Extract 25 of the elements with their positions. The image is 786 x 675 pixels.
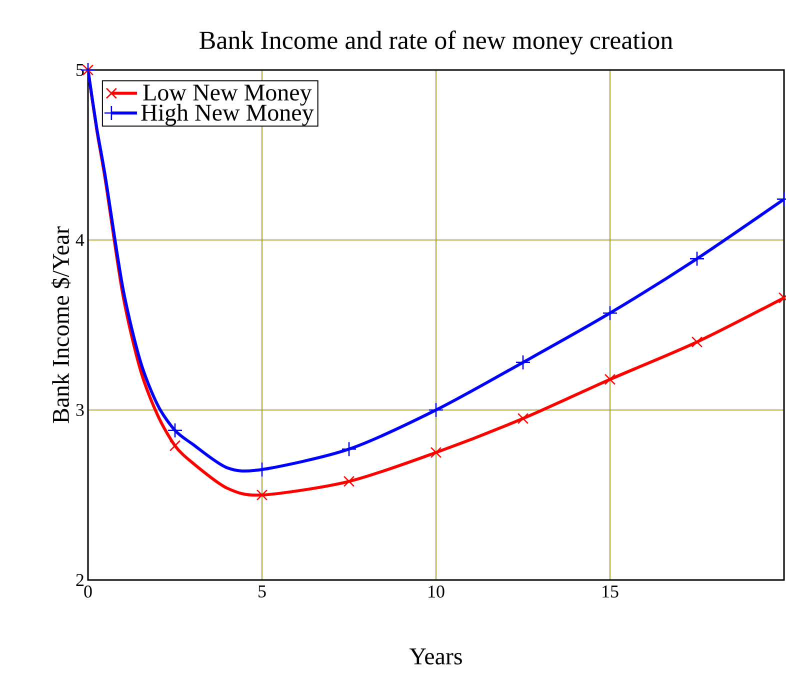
point: [254, 462, 270, 478]
x-tick-label: 10: [428, 586, 444, 598]
point: [604, 374, 616, 385]
y-tick-label: 2: [76, 574, 84, 586]
point: [689, 251, 705, 266]
point: [691, 336, 703, 348]
point: [256, 489, 268, 501]
point: [343, 476, 355, 487]
y-tick-label: 4: [76, 234, 84, 246]
point: [167, 422, 183, 438]
x-axis-title: Years: [409, 648, 462, 664]
point: [428, 402, 444, 418]
x-tick-label: 0: [84, 586, 92, 598]
point: [169, 440, 181, 452]
point: [515, 354, 531, 370]
point: [430, 446, 442, 458]
x-tick-label: 5: [258, 586, 266, 598]
point: [341, 441, 357, 457]
y-tick-label: 3: [76, 404, 84, 416]
legend-label: High New Money: [141, 104, 314, 126]
point: [602, 305, 618, 321]
x-tick-label: 15: [602, 586, 618, 598]
y-axis-title: Bank Income $/Year: [51, 226, 71, 424]
point: [517, 412, 529, 424]
chart-title: Bank Income and rate of new money creation: [200, 30, 673, 54]
